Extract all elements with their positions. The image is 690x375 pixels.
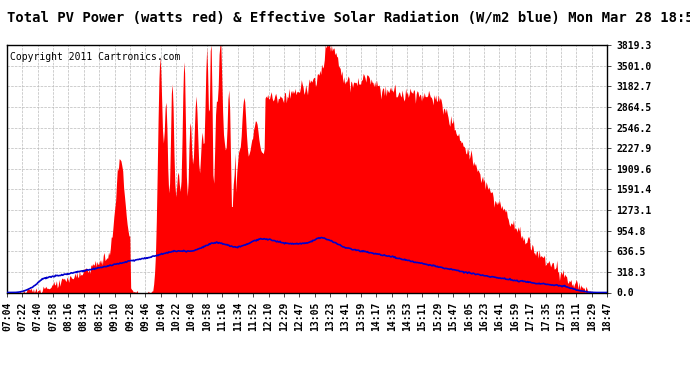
- Text: Copyright 2011 Cartronics.com: Copyright 2011 Cartronics.com: [10, 53, 180, 62]
- Text: Total PV Power (watts red) & Effective Solar Radiation (W/m2 blue) Mon Mar 28 18: Total PV Power (watts red) & Effective S…: [7, 11, 690, 25]
